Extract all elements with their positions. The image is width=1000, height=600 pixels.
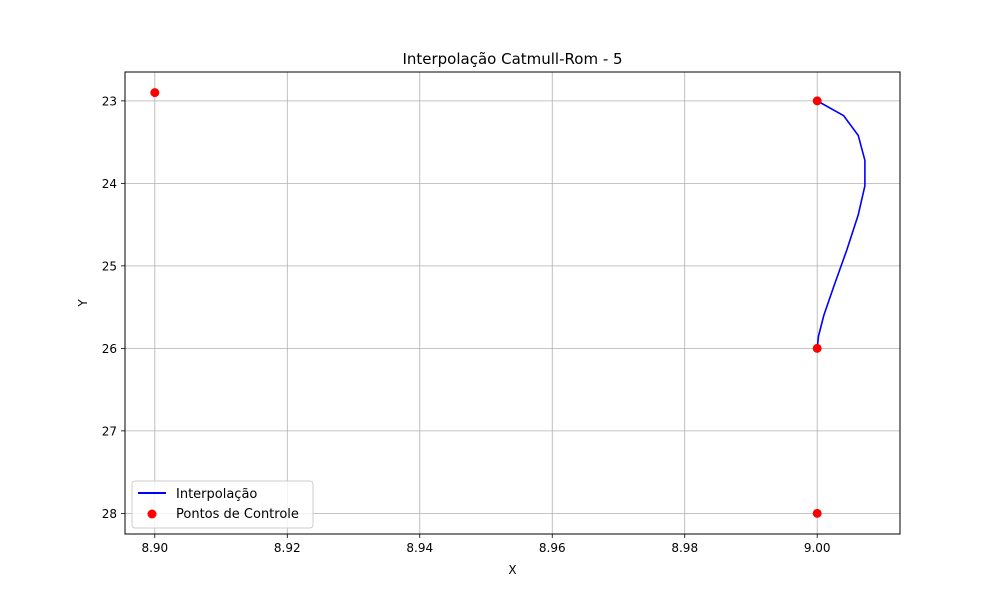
- y-tick-label: 28: [102, 507, 117, 521]
- legend-marker-swatch: [147, 509, 157, 519]
- ticks: 8.90 8.92 8.94 8.96 8.98 9.00 23 24 25 26 27 28: [102, 94, 831, 555]
- plot-frame: [124, 71, 901, 535]
- x-tick-label: 8.94: [406, 541, 433, 555]
- y-axis-label: Y: [76, 299, 90, 308]
- x-tick-label: 8.96: [539, 541, 566, 555]
- x-axis-label: X: [508, 563, 516, 577]
- x-tick-label: 8.98: [671, 541, 698, 555]
- control-point: [812, 343, 822, 353]
- legend-label-interpolacao: Interpolação: [176, 487, 257, 502]
- control-point: [812, 508, 822, 518]
- x-tick-label: 9.00: [804, 541, 831, 555]
- control-point: [150, 88, 160, 98]
- series-layer: [150, 88, 866, 518]
- y-tick-label: 26: [102, 342, 117, 356]
- y-tick-label: 27: [102, 424, 117, 438]
- interpolation-line: [816, 100, 866, 349]
- y-tick-label: 25: [102, 259, 117, 273]
- y-tick-label: 24: [102, 177, 117, 191]
- x-tick-label: 8.90: [141, 541, 168, 555]
- chart-title: Interpolação Catmull-Rom - 5: [402, 50, 622, 68]
- grid: [125, 72, 900, 534]
- legend: Interpolação Pontos de Controle: [131, 480, 314, 529]
- control-point: [812, 96, 822, 106]
- x-tick-label: 8.92: [274, 541, 301, 555]
- legend-label-pontos-de-controle: Pontos de Controle: [176, 507, 299, 522]
- y-tick-label: 23: [102, 94, 117, 108]
- legend-box: [131, 480, 314, 529]
